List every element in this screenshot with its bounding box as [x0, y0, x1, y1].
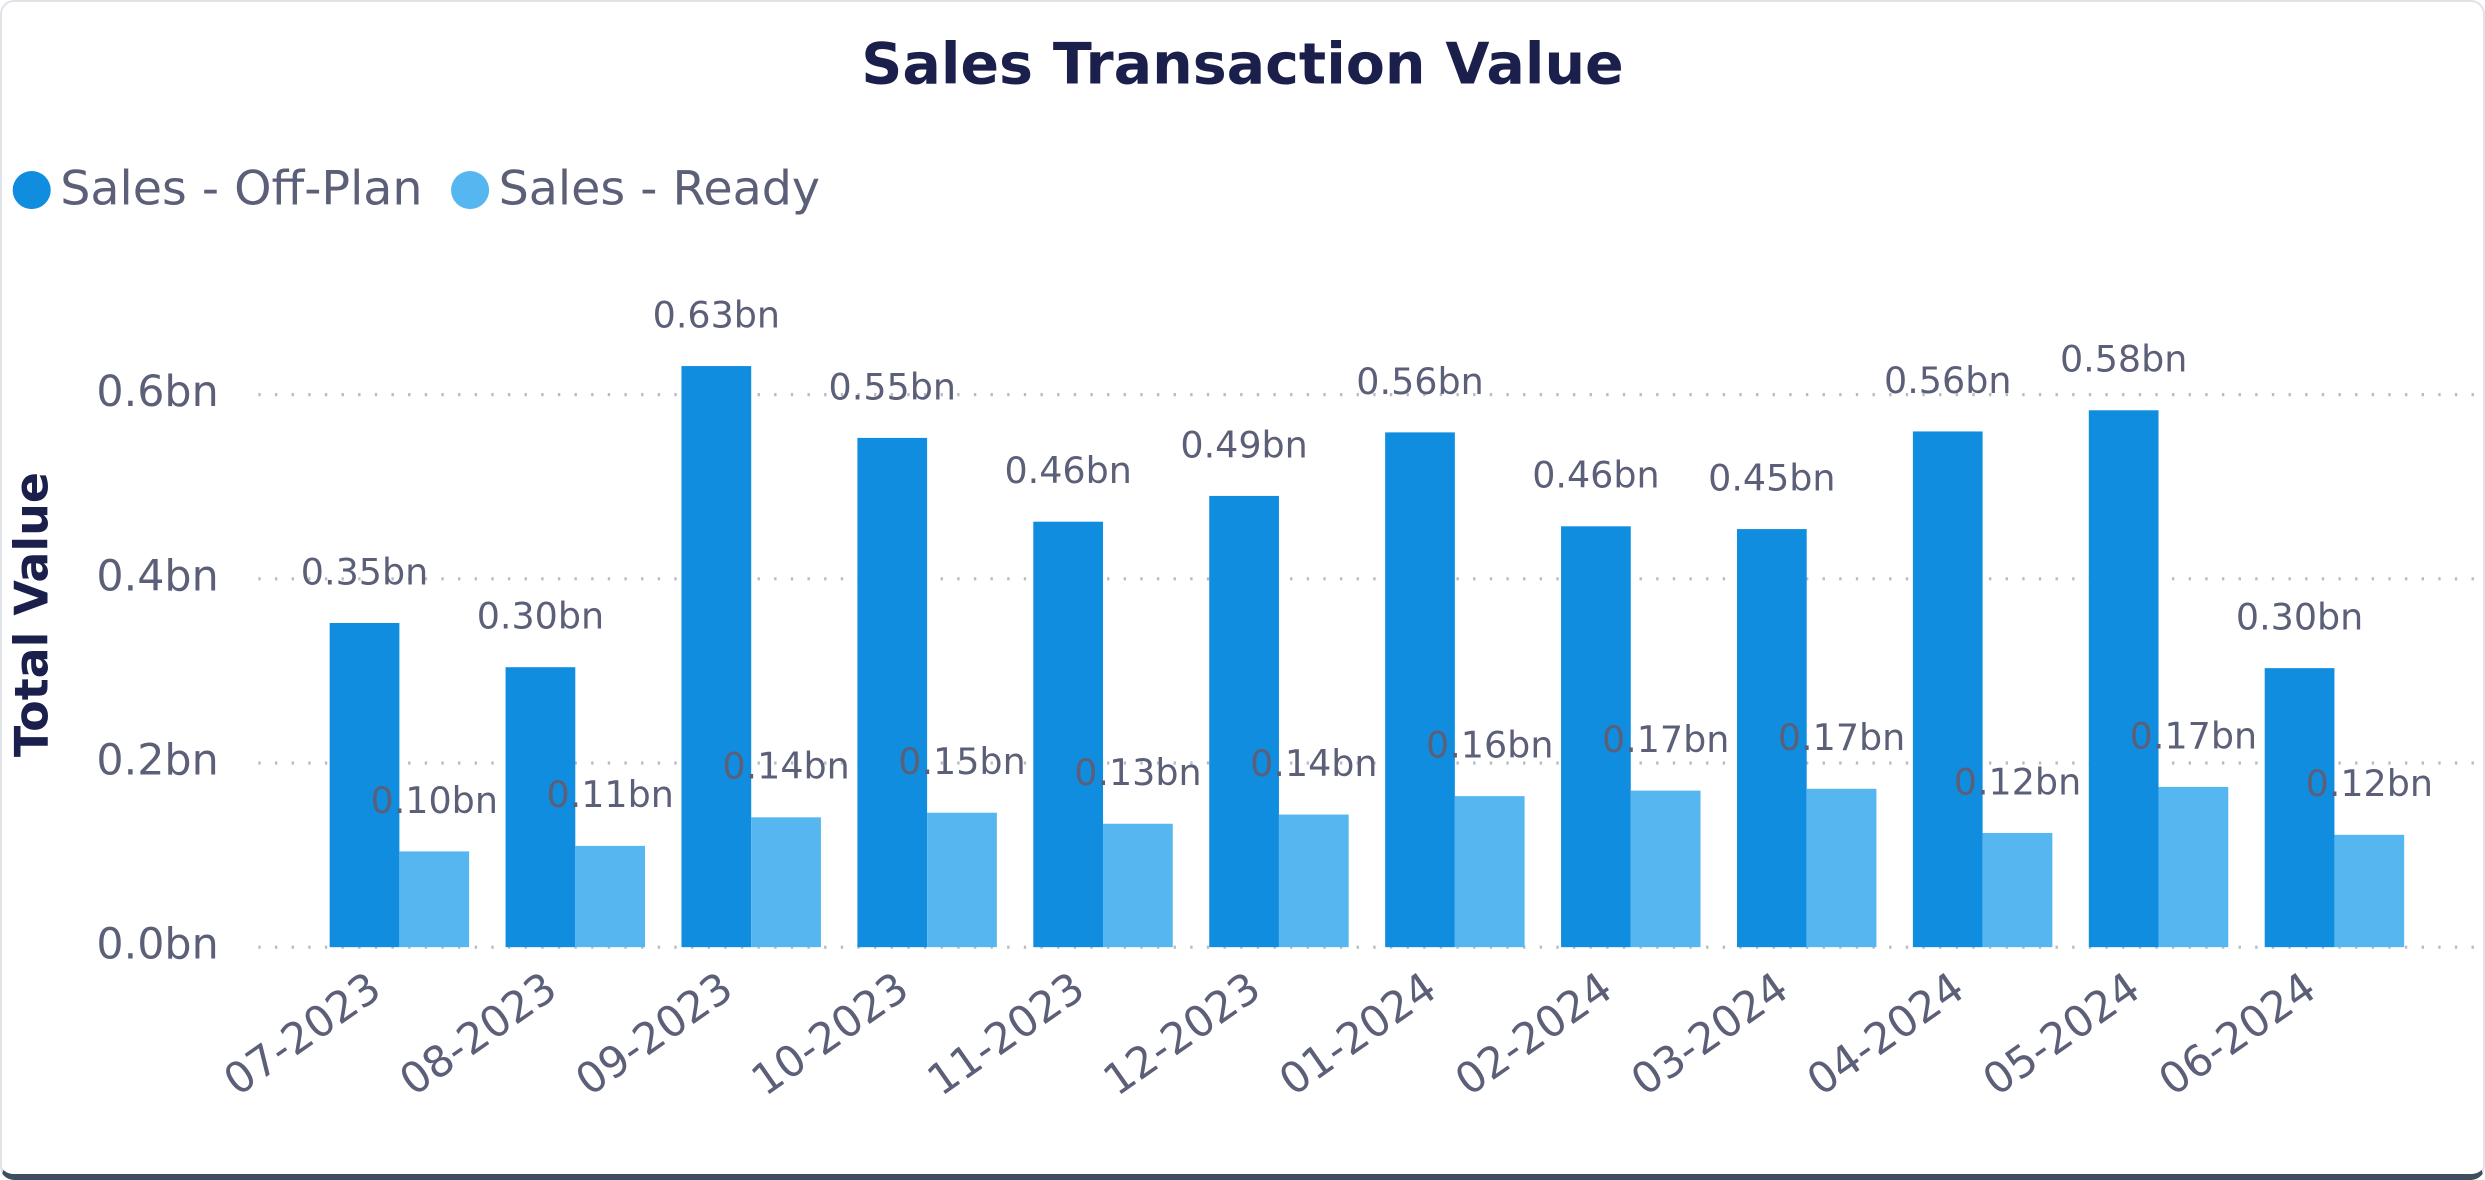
x-tick-label: 02-2024 — [1446, 963, 1621, 1106]
data-label: 0.45bn — [1708, 456, 1835, 499]
bar — [927, 812, 997, 948]
chart-title: Sales Transaction Value — [861, 32, 1623, 98]
data-label: 0.14bn — [1250, 742, 1377, 785]
data-label: 0.17bn — [2130, 714, 2257, 757]
bar — [1209, 495, 1279, 948]
bar — [681, 366, 752, 948]
bar — [857, 437, 928, 948]
data-label: 0.30bn — [477, 595, 604, 638]
bar — [751, 817, 821, 948]
bar — [399, 851, 470, 948]
bar — [505, 667, 576, 948]
x-tick-label: 03-2024 — [1622, 963, 1797, 1106]
data-label: 0.56bn — [1884, 359, 2011, 402]
x-tick-label: 10-2023 — [743, 963, 918, 1106]
legend-marker — [12, 171, 51, 210]
data-label: 0.30bn — [2236, 596, 2363, 639]
data-label: 0.56bn — [1356, 360, 1483, 403]
x-tick-label: 09-2023 — [567, 963, 742, 1106]
bar — [1561, 526, 1631, 948]
data-label: 0.55bn — [829, 365, 956, 408]
bar — [2088, 410, 2159, 948]
x-tick-label: 01-2024 — [1270, 963, 1445, 1106]
data-label: 0.10bn — [371, 779, 498, 822]
data-label: 0.12bn — [2306, 762, 2433, 805]
bar — [1278, 814, 1349, 948]
x-tick-label: 12-2023 — [1095, 963, 1270, 1106]
data-label: 0.58bn — [2060, 338, 2187, 381]
y-tick-label: 0.0bn — [96, 920, 218, 970]
legend-label: Sales - Ready — [499, 162, 820, 217]
bar — [575, 845, 646, 948]
bar — [1630, 790, 1701, 948]
bar — [1982, 832, 2053, 948]
bar — [1103, 823, 1173, 948]
x-tick-label: 04-2024 — [1798, 963, 1973, 1106]
x-tick-label: 05-2024 — [1974, 963, 2149, 1106]
data-label: 0.14bn — [722, 745, 849, 788]
legend-label: Sales - Off-Plan — [60, 162, 422, 217]
x-tick-label: 07-2023 — [215, 963, 390, 1106]
bar — [1912, 431, 1983, 948]
bar — [1806, 788, 1877, 948]
bar — [2158, 786, 2229, 948]
data-label: 0.63bn — [653, 293, 780, 336]
data-label: 0.49bn — [1180, 423, 1307, 466]
bar — [2334, 834, 2405, 948]
legend-marker — [451, 171, 490, 210]
data-label: 0.13bn — [1074, 751, 1201, 794]
data-label: 0.15bn — [898, 740, 1025, 783]
y-tick-label: 0.2bn — [96, 735, 218, 785]
bar — [1454, 796, 1525, 948]
bar — [1033, 521, 1104, 948]
bar — [1736, 529, 1807, 948]
data-label: 0.12bn — [1954, 760, 2081, 803]
y-axis-title: Total Value — [4, 472, 58, 757]
x-tick-label: 06-2024 — [2150, 963, 2325, 1106]
y-tick-label: 0.4bn — [96, 551, 218, 601]
data-label: 0.46bn — [1004, 449, 1131, 492]
x-tick-label: 08-2023 — [391, 963, 566, 1106]
data-label: 0.46bn — [1532, 454, 1659, 497]
data-label: 0.35bn — [301, 550, 428, 593]
bar — [1385, 432, 1455, 948]
data-label: 0.16bn — [1426, 724, 1553, 767]
data-label: 0.17bn — [1778, 716, 1905, 759]
bar — [329, 623, 400, 948]
data-label: 0.11bn — [546, 773, 673, 816]
data-label: 0.17bn — [1602, 718, 1729, 761]
y-tick-label: 0.6bn — [96, 367, 218, 417]
bar — [2264, 668, 2335, 948]
x-tick-label: 11-2023 — [919, 963, 1094, 1106]
